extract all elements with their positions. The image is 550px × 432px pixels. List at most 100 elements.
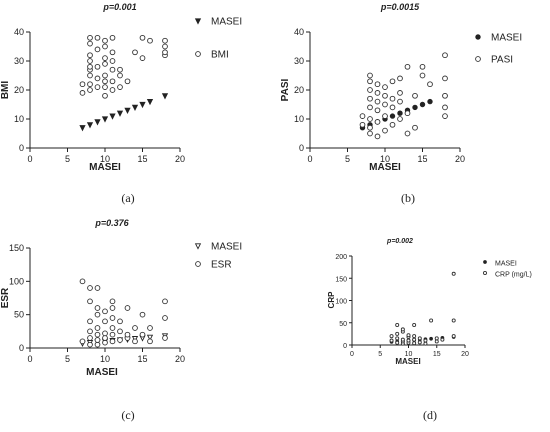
- data-point: [397, 90, 403, 96]
- x-tick-label: 15: [137, 154, 147, 164]
- series-crp-mg-l-: [389, 271, 456, 346]
- y-tick-label: 10: [14, 114, 24, 124]
- data-point: [389, 95, 396, 102]
- data-point: [102, 335, 108, 341]
- data-point: [442, 113, 448, 119]
- legend-label: MASEI: [495, 261, 517, 268]
- data-point: [389, 104, 396, 111]
- legend-marker: [195, 261, 201, 267]
- data-point: [87, 328, 93, 335]
- data-point: [382, 84, 388, 90]
- data-point: [423, 338, 428, 343]
- data-point: [442, 52, 448, 59]
- x-tick-label: 0: [27, 154, 32, 164]
- data-point: [397, 75, 403, 82]
- series-bmi: [79, 34, 168, 99]
- data-point: [102, 78, 108, 85]
- y-tick-label: 0: [299, 143, 304, 153]
- data-point: [139, 101, 146, 109]
- x-tick-label: 20: [461, 351, 469, 358]
- data-point: [109, 49, 116, 56]
- x-tick-label: 0: [307, 154, 312, 164]
- data-point: [109, 298, 116, 305]
- data-point: [101, 116, 109, 123]
- data-point: [382, 127, 388, 134]
- y-tick-label: 0: [343, 343, 347, 350]
- data-point: [434, 339, 439, 344]
- legend-marker: [194, 18, 202, 25]
- data-point: [94, 311, 101, 318]
- y-tick-label: 40: [294, 27, 304, 37]
- x-tick-label: 20: [175, 354, 185, 364]
- data-point: [86, 122, 94, 129]
- y-tick-label: 100: [9, 276, 24, 286]
- data-point: [417, 340, 422, 345]
- data-point: [374, 98, 381, 105]
- data-point: [146, 98, 154, 106]
- data-point: [139, 55, 146, 61]
- data-point: [79, 125, 86, 132]
- data-point: [367, 95, 373, 102]
- data-point: [87, 87, 93, 93]
- legend-label: BMI: [211, 50, 229, 61]
- legend-marker: [475, 34, 481, 40]
- data-point: [374, 90, 381, 96]
- x-tick-label: 10: [100, 354, 110, 364]
- x-tick-label: 10: [405, 351, 413, 358]
- data-point: [412, 104, 418, 111]
- chart-title: p=0.002: [386, 238, 413, 245]
- y-tick-label: 30: [294, 56, 304, 66]
- data-point: [427, 81, 433, 88]
- data-point: [79, 278, 86, 285]
- data-point: [367, 78, 373, 85]
- data-point: [451, 271, 456, 276]
- data-point: [367, 87, 373, 93]
- data-point: [87, 63, 93, 70]
- data-point: [412, 322, 417, 327]
- data-point: [109, 331, 116, 338]
- data-point: [117, 72, 123, 79]
- data-point: [146, 334, 154, 341]
- data-point: [124, 78, 131, 85]
- data-point: [124, 107, 131, 114]
- data-point: [102, 330, 108, 337]
- data-point: [102, 339, 108, 346]
- data-point: [102, 92, 108, 99]
- data-point: [451, 334, 456, 339]
- panel-caption: (a): [121, 191, 134, 205]
- data-point: [109, 315, 116, 321]
- data-point: [423, 341, 428, 346]
- data-point: [419, 63, 426, 70]
- data-point: [429, 336, 433, 341]
- data-point: [162, 37, 168, 44]
- data-point: [109, 58, 116, 64]
- data-point: [116, 110, 124, 117]
- x-tick-label: 20: [455, 154, 465, 164]
- data-point: [94, 341, 101, 348]
- chart-c: 0 50 100 150 0 5 10 15 20 p=0.376 MASEI ESR MASEI ESR…: [0, 218, 242, 422]
- data-point: [102, 84, 108, 90]
- data-point: [87, 40, 93, 47]
- data-point: [397, 116, 403, 122]
- data-point: [94, 119, 101, 126]
- data-point: [389, 121, 396, 128]
- data-point: [367, 104, 373, 111]
- data-point: [109, 87, 116, 93]
- data-point: [395, 331, 400, 336]
- chart-title: p=0.001: [102, 2, 136, 12]
- y-tick-label: 100: [335, 299, 347, 306]
- data-point: [412, 337, 417, 342]
- data-point: [147, 338, 153, 345]
- y-tick-label: 150: [335, 276, 347, 283]
- panel-caption: (d): [423, 408, 437, 422]
- data-point: [442, 104, 448, 111]
- chart-title: p=0.0015: [380, 2, 420, 12]
- y-tick-label: 50: [14, 310, 24, 320]
- data-point: [389, 113, 396, 119]
- data-point: [451, 318, 456, 323]
- data-point: [395, 336, 400, 341]
- data-point: [400, 327, 405, 332]
- legend-marker: [194, 243, 202, 250]
- x-axis-label: MASEI: [369, 162, 401, 173]
- x-tick-label: 0: [27, 354, 32, 364]
